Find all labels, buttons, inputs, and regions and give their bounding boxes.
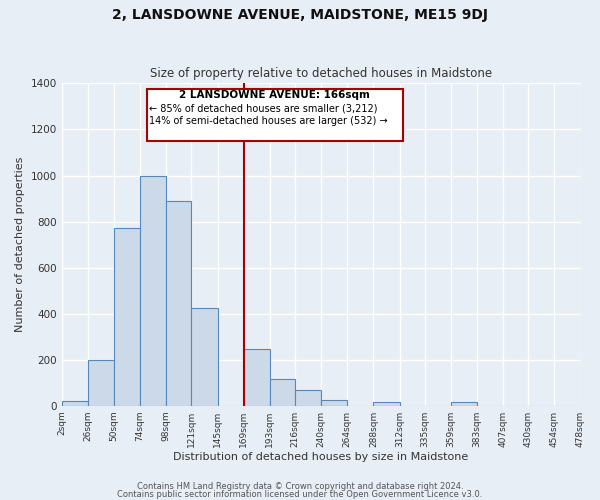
Bar: [88, 360, 114, 406]
Bar: [191, 308, 218, 406]
Bar: [62, 401, 88, 406]
Bar: [295, 390, 321, 406]
Title: Size of property relative to detached houses in Maidstone: Size of property relative to detached ho…: [150, 66, 492, 80]
Y-axis label: Number of detached properties: Number of detached properties: [15, 157, 25, 332]
X-axis label: Distribution of detached houses by size in Maidstone: Distribution of detached houses by size …: [173, 452, 469, 462]
Bar: [451, 402, 477, 406]
Bar: [140, 176, 166, 406]
Bar: [114, 228, 140, 406]
Text: 14% of semi-detached houses are larger (532) →: 14% of semi-detached houses are larger (…: [149, 116, 388, 126]
Bar: [166, 201, 191, 406]
Text: ← 85% of detached houses are smaller (3,212): ← 85% of detached houses are smaller (3,…: [149, 103, 378, 113]
Text: 2, LANSDOWNE AVENUE, MAIDSTONE, ME15 9DJ: 2, LANSDOWNE AVENUE, MAIDSTONE, ME15 9DJ: [112, 8, 488, 22]
Bar: [270, 379, 295, 406]
Bar: [321, 400, 347, 406]
Text: Contains public sector information licensed under the Open Government Licence v3: Contains public sector information licen…: [118, 490, 482, 499]
Bar: [373, 402, 400, 406]
FancyBboxPatch shape: [146, 88, 403, 142]
Text: 2 LANSDOWNE AVENUE: 166sqm: 2 LANSDOWNE AVENUE: 166sqm: [179, 90, 370, 100]
Text: Contains HM Land Registry data © Crown copyright and database right 2024.: Contains HM Land Registry data © Crown c…: [137, 482, 463, 491]
Bar: [244, 350, 270, 406]
